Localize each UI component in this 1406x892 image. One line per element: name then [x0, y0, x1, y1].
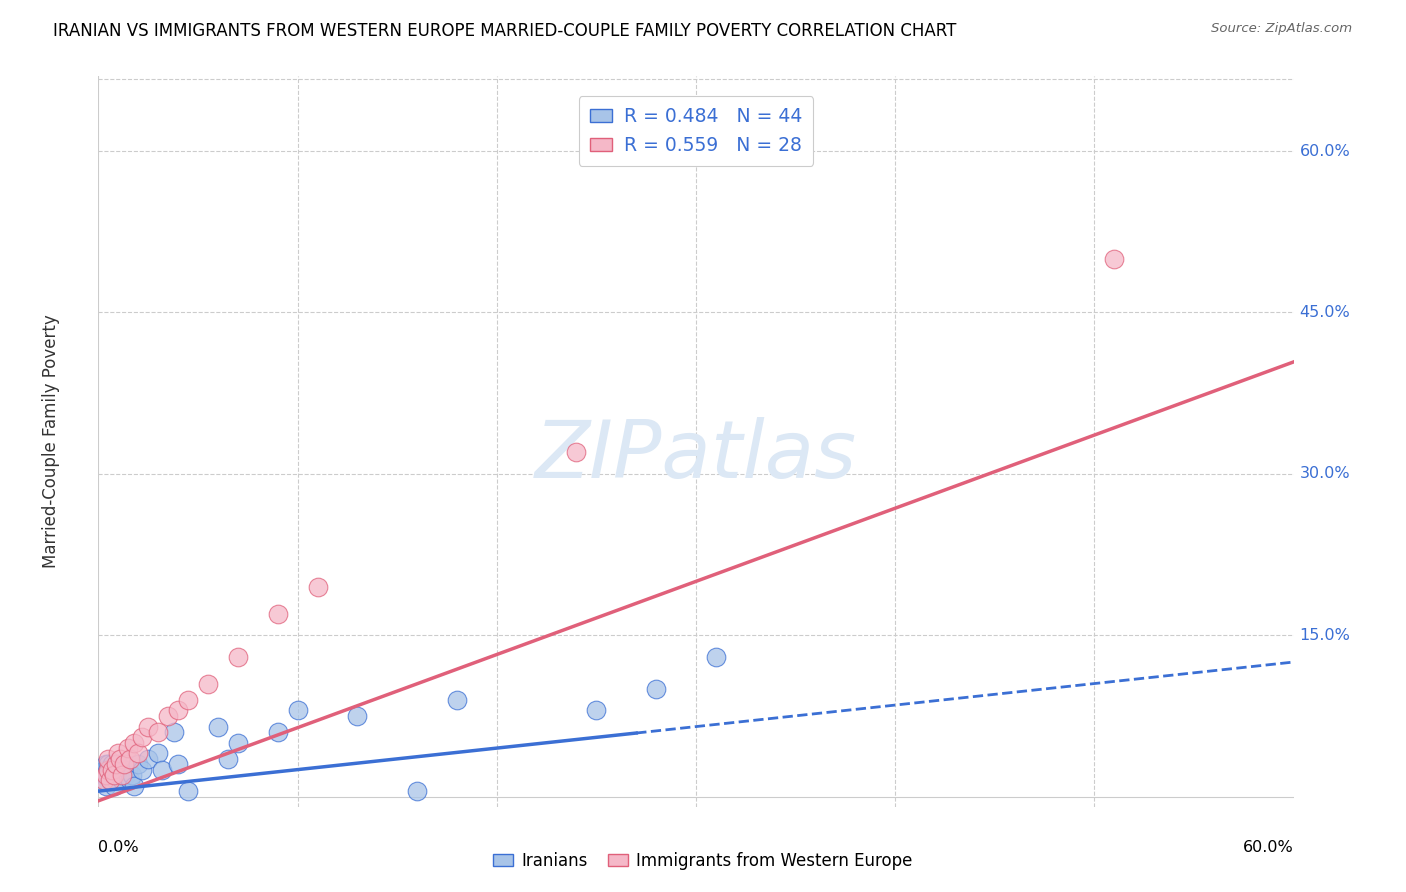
Point: [565, 445, 588, 459]
Text: 15.0%: 15.0%: [1299, 628, 1350, 642]
Point: [105, 757, 128, 772]
Point: [645, 681, 668, 696]
Point: [177, 692, 200, 706]
Point: [346, 708, 368, 723]
Point: [105, 768, 128, 782]
Point: [91, 768, 114, 782]
Point: [307, 580, 329, 594]
Point: [96, 768, 118, 782]
Point: [103, 763, 125, 777]
Point: [97, 768, 120, 782]
Point: [226, 736, 249, 750]
Point: [93, 773, 115, 788]
Point: [163, 725, 186, 739]
Point: [1104, 252, 1126, 266]
Point: [101, 763, 124, 777]
Text: IRANIAN VS IMMIGRANTS FROM WESTERN EUROPE MARRIED-COUPLE FAMILY POVERTY CORRELAT: IRANIAN VS IMMIGRANTS FROM WESTERN EUROP…: [53, 22, 957, 40]
Text: 30.0%: 30.0%: [1299, 467, 1350, 482]
Point: [131, 763, 153, 777]
Text: ZIPatlas: ZIPatlas: [534, 417, 858, 495]
Text: 60.0%: 60.0%: [1243, 840, 1294, 855]
Point: [124, 736, 146, 750]
Point: [585, 703, 607, 717]
Text: Married-Couple Family Poverty: Married-Couple Family Poverty: [42, 315, 59, 568]
Point: [98, 763, 122, 777]
Point: [112, 757, 135, 772]
Point: [217, 752, 239, 766]
Point: [96, 757, 118, 772]
Point: [103, 768, 125, 782]
Point: [127, 747, 149, 761]
Point: [120, 773, 142, 788]
Point: [107, 763, 129, 777]
Legend: Iranians, Immigrants from Western Europe: Iranians, Immigrants from Western Europe: [486, 846, 920, 877]
Point: [267, 607, 290, 621]
Point: [167, 703, 190, 717]
Point: [704, 649, 727, 664]
Point: [117, 741, 139, 756]
Point: [110, 768, 132, 782]
Point: [177, 784, 200, 798]
Point: [406, 784, 429, 798]
Point: [121, 768, 143, 782]
Point: [97, 757, 120, 772]
Point: [287, 703, 309, 717]
Point: [112, 763, 135, 777]
Point: [131, 731, 153, 745]
Point: [120, 752, 142, 766]
Point: [127, 757, 149, 772]
Text: 0.0%: 0.0%: [98, 840, 139, 855]
Legend: R = 0.484   N = 44, R = 0.559   N = 28: R = 0.484 N = 44, R = 0.559 N = 28: [579, 96, 813, 166]
Point: [110, 752, 132, 766]
Text: 60.0%: 60.0%: [1299, 144, 1350, 159]
Point: [103, 779, 125, 793]
Point: [97, 763, 120, 777]
Point: [124, 779, 146, 793]
Point: [101, 757, 124, 772]
Text: 45.0%: 45.0%: [1299, 305, 1350, 320]
Point: [197, 676, 219, 690]
Point: [96, 779, 118, 793]
Point: [207, 720, 229, 734]
Point: [117, 763, 139, 777]
Point: [107, 747, 129, 761]
Point: [93, 763, 115, 777]
Point: [98, 773, 122, 788]
Point: [115, 768, 138, 782]
Text: Source: ZipAtlas.com: Source: ZipAtlas.com: [1212, 22, 1353, 36]
Point: [148, 747, 170, 761]
Point: [111, 773, 134, 788]
Point: [226, 649, 249, 664]
Point: [105, 773, 128, 788]
Point: [150, 763, 173, 777]
Point: [111, 768, 134, 782]
Point: [93, 773, 115, 788]
Point: [446, 692, 468, 706]
Point: [267, 725, 290, 739]
Point: [136, 720, 159, 734]
Point: [148, 725, 170, 739]
Point: [97, 752, 120, 766]
Point: [157, 708, 180, 723]
Point: [98, 773, 122, 788]
Point: [136, 752, 159, 766]
Point: [107, 757, 129, 772]
Point: [101, 768, 124, 782]
Point: [167, 757, 190, 772]
